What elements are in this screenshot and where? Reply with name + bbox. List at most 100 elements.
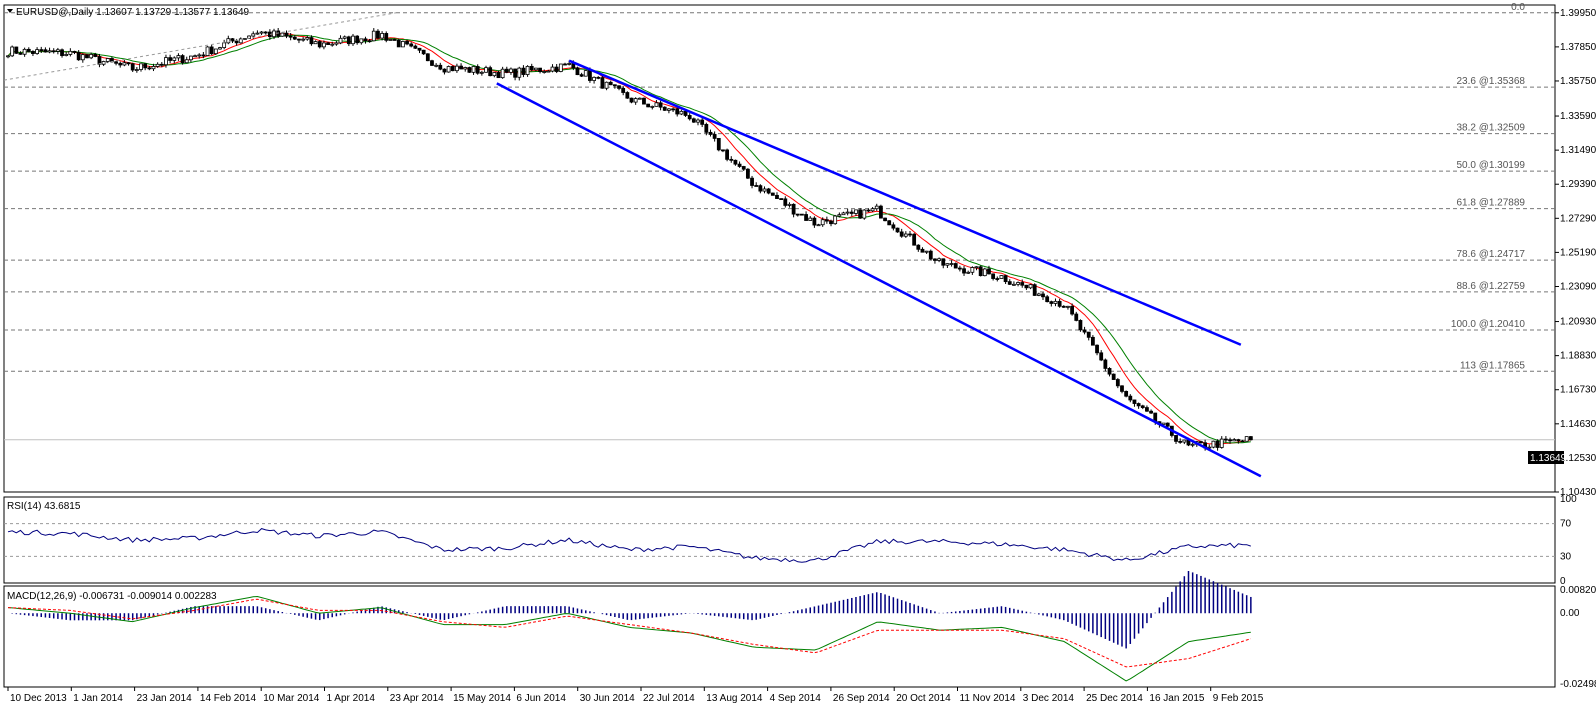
candle[interactable] (1145, 405, 1149, 412)
candle[interactable] (209, 44, 214, 56)
candle[interactable] (43, 47, 48, 53)
candle[interactable] (783, 196, 788, 208)
candle[interactable] (957, 265, 962, 272)
candle[interactable] (139, 63, 143, 72)
candle[interactable] (899, 228, 904, 238)
candle[interactable] (6, 55, 10, 59)
candle[interactable] (538, 67, 542, 74)
candle[interactable] (949, 260, 954, 267)
candle[interactable] (691, 117, 696, 123)
candle[interactable] (820, 217, 825, 227)
channel-upper-line[interactable] (568, 59, 1242, 346)
candle[interactable] (583, 70, 588, 77)
candle[interactable] (363, 36, 368, 44)
candle[interactable] (313, 40, 318, 45)
candle[interactable] (937, 257, 941, 263)
candle[interactable] (1211, 440, 1216, 449)
candle[interactable] (700, 117, 705, 128)
candle[interactable] (874, 203, 879, 211)
candle[interactable] (1099, 350, 1104, 362)
candle[interactable] (1228, 437, 1232, 444)
candle[interactable] (484, 65, 488, 73)
candle[interactable] (334, 40, 339, 46)
candle[interactable] (604, 81, 609, 91)
candle[interactable] (650, 105, 655, 110)
candle[interactable] (421, 49, 426, 56)
candle[interactable] (625, 91, 630, 99)
candle[interactable] (180, 54, 185, 65)
candle[interactable] (1016, 281, 1020, 287)
candle[interactable] (513, 68, 518, 81)
candle[interactable] (18, 51, 23, 55)
candle[interactable] (292, 35, 297, 41)
rsi-line[interactable] (7, 528, 1251, 563)
candle[interactable] (330, 41, 335, 47)
candle[interactable] (600, 74, 605, 89)
candle[interactable] (1182, 439, 1187, 445)
candle[interactable] (575, 66, 580, 76)
candle[interactable] (1074, 311, 1079, 322)
candle[interactable] (1041, 292, 1045, 300)
candle[interactable] (226, 35, 231, 45)
trend-line[interactable] (3, 12, 397, 81)
candle[interactable] (122, 59, 127, 67)
candle[interactable] (471, 66, 476, 75)
candle[interactable] (492, 71, 497, 78)
candle[interactable] (637, 97, 642, 100)
candle[interactable] (1095, 344, 1099, 356)
candle[interactable] (509, 67, 513, 75)
candle[interactable] (858, 208, 863, 220)
candle[interactable] (176, 53, 181, 61)
candle[interactable] (987, 265, 991, 275)
candle[interactable] (338, 35, 343, 45)
candle[interactable] (388, 39, 393, 41)
candle[interactable] (201, 51, 206, 59)
macd-signal-line[interactable] (7, 598, 1251, 668)
candle[interactable] (35, 47, 39, 55)
candle[interactable] (945, 263, 950, 268)
candle[interactable] (455, 63, 459, 73)
candle[interactable] (10, 45, 15, 58)
candle[interactable] (130, 62, 135, 73)
candle[interactable] (1232, 438, 1237, 442)
candle[interactable] (933, 258, 937, 264)
candle[interactable] (213, 48, 218, 55)
candle[interactable] (164, 54, 168, 68)
candle[interactable] (617, 85, 621, 91)
channel-lower-line[interactable] (496, 82, 1262, 478)
candle[interactable] (745, 168, 750, 180)
candle[interactable] (754, 182, 759, 187)
candle[interactable] (193, 54, 197, 58)
candle[interactable] (941, 258, 946, 269)
candle[interactable] (463, 66, 468, 72)
candle[interactable] (68, 48, 73, 57)
candle[interactable] (1219, 436, 1224, 449)
candle[interactable] (546, 69, 551, 73)
candle[interactable] (297, 38, 301, 44)
candle[interactable] (446, 65, 451, 73)
candle[interactable] (438, 62, 443, 71)
candle[interactable] (205, 46, 210, 56)
candle[interactable] (592, 76, 596, 84)
candle[interactable] (500, 66, 505, 79)
candle[interactable] (504, 66, 509, 74)
candle[interactable] (529, 63, 534, 72)
candle[interactable] (317, 40, 322, 49)
candle[interactable] (1178, 438, 1183, 444)
candle[interactable] (76, 50, 81, 61)
candle[interactable] (758, 184, 763, 194)
candle[interactable] (126, 62, 131, 66)
candle[interactable] (1161, 422, 1166, 425)
candle[interactable] (1045, 294, 1050, 303)
candle[interactable] (475, 64, 480, 75)
candle[interactable] (804, 211, 808, 221)
candle[interactable] (72, 50, 77, 55)
candle[interactable] (51, 48, 56, 54)
candle[interactable] (1174, 435, 1178, 444)
candle[interactable] (608, 80, 613, 86)
candle[interactable] (1049, 300, 1054, 307)
candle[interactable] (114, 60, 118, 66)
candle[interactable] (309, 35, 314, 46)
candle[interactable] (808, 216, 813, 221)
candle[interactable] (579, 72, 584, 78)
